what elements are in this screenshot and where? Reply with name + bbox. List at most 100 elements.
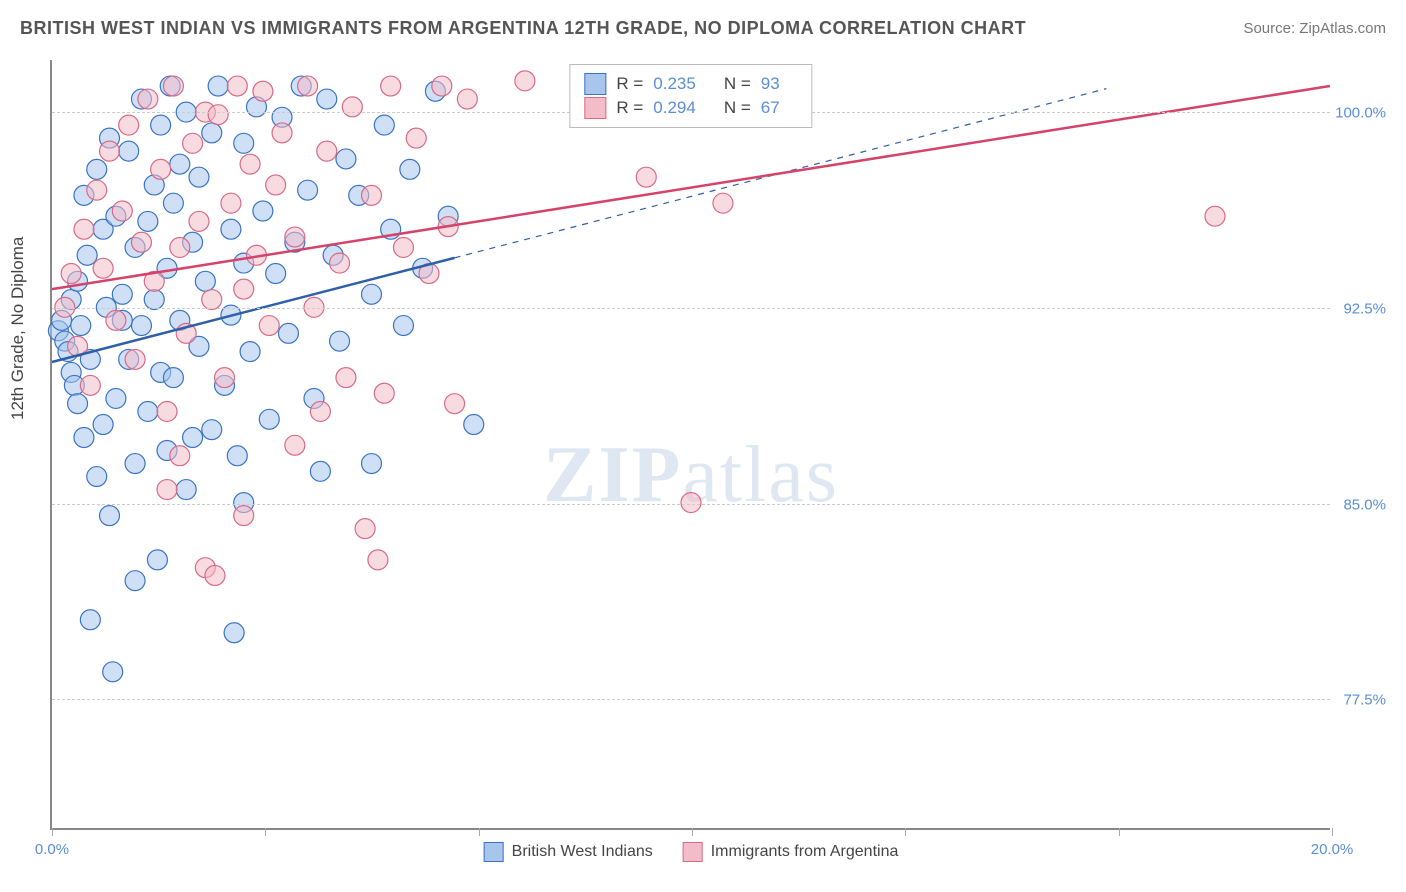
scatter-point (368, 550, 388, 570)
y-tick-label: 77.5% (1334, 692, 1386, 709)
n-label: N = (724, 74, 751, 94)
scatter-point (393, 316, 413, 336)
scatter-point (100, 141, 120, 161)
scatter-point (240, 342, 260, 362)
r-label: R = (616, 74, 643, 94)
scatter-point (336, 149, 356, 169)
scatter-point (515, 71, 535, 91)
scatter-point (234, 506, 254, 526)
correlation-legend: R = 0.235 N = 93 R = 0.294 N = 67 (569, 64, 812, 128)
x-tick (52, 828, 53, 836)
legend-row-series-b: R = 0.294 N = 67 (584, 97, 797, 119)
scatter-point (362, 454, 382, 474)
y-tick-label: 85.0% (1334, 496, 1386, 513)
scatter-point (310, 461, 330, 481)
scatter-point (208, 76, 228, 96)
scatter-point (163, 368, 183, 388)
scatter-point (227, 76, 247, 96)
scatter-point (80, 375, 100, 395)
scatter-point (215, 368, 235, 388)
scatter-point (464, 415, 484, 435)
scatter-point (131, 316, 151, 336)
scatter-point (125, 349, 145, 369)
x-tick (905, 828, 906, 836)
scatter-point (138, 211, 158, 231)
scatter-point (636, 167, 656, 187)
scatter-point (253, 81, 273, 101)
gridline: 85.0% (52, 504, 1330, 505)
scatter-point (381, 76, 401, 96)
scatter-point (151, 115, 171, 135)
scatter-point (393, 237, 413, 257)
scatter-point (681, 493, 701, 513)
scatter-point (125, 571, 145, 591)
scatter-point (68, 394, 88, 414)
legend-swatch-a (584, 73, 606, 95)
x-tick (692, 828, 693, 836)
scatter-point (157, 401, 177, 421)
scatter-point (259, 409, 279, 429)
scatter-point (234, 133, 254, 153)
y-tick-label: 92.5% (1334, 300, 1386, 317)
scatter-point (221, 193, 241, 213)
scatter-point (112, 284, 132, 304)
legend-item-b: Immigrants from Argentina (683, 842, 899, 862)
scatter-point (100, 506, 120, 526)
plot-area: ZIPatlas 77.5%85.0%92.5%100.0% 0.0%20.0%… (50, 60, 1330, 830)
scatter-point (336, 368, 356, 388)
scatter-point (74, 219, 94, 239)
scatter-point (362, 185, 382, 205)
scatter-point (170, 237, 190, 257)
scatter-point (144, 290, 164, 310)
scatter-point (285, 227, 305, 247)
scatter-point (77, 245, 97, 265)
x-tick (479, 828, 480, 836)
scatter-point (138, 89, 158, 109)
scatter-point (362, 284, 382, 304)
scatter-svg (52, 60, 1330, 828)
r-value-b: 0.294 (653, 98, 696, 118)
gridline: 92.5% (52, 308, 1330, 309)
scatter-point (374, 383, 394, 403)
scatter-point (131, 232, 151, 252)
x-tick-label: 0.0% (35, 841, 69, 858)
legend-swatch-icon (683, 842, 703, 862)
chart-title: BRITISH WEST INDIAN VS IMMIGRANTS FROM A… (20, 18, 1026, 39)
scatter-point (93, 258, 113, 278)
scatter-point (355, 519, 375, 539)
scatter-point (202, 290, 222, 310)
scatter-point (147, 550, 167, 570)
scatter-point (183, 428, 203, 448)
header-row: BRITISH WEST INDIAN VS IMMIGRANTS FROM A… (0, 0, 1406, 39)
scatter-point (74, 428, 94, 448)
scatter-point (119, 141, 139, 161)
scatter-point (240, 154, 260, 174)
scatter-point (189, 167, 209, 187)
scatter-point (278, 323, 298, 343)
scatter-point (87, 159, 107, 179)
scatter-point (298, 180, 318, 200)
scatter-point (1205, 206, 1225, 226)
scatter-point (330, 253, 350, 273)
scatter-point (87, 180, 107, 200)
legend-label-a: British West Indians (512, 843, 653, 861)
scatter-point (406, 128, 426, 148)
scatter-point (71, 316, 91, 336)
n-label: N = (724, 98, 751, 118)
scatter-point (170, 446, 190, 466)
legend-swatch-b (584, 97, 606, 119)
scatter-point (112, 201, 132, 221)
scatter-point (106, 388, 126, 408)
scatter-point (183, 133, 203, 153)
scatter-point (202, 420, 222, 440)
legend-label-b: Immigrants from Argentina (711, 843, 899, 861)
scatter-point (205, 565, 225, 585)
scatter-point (272, 123, 292, 143)
scatter-point (432, 76, 452, 96)
scatter-point (106, 310, 126, 330)
scatter-point (176, 480, 196, 500)
scatter-point (713, 193, 733, 213)
y-tick-label: 100.0% (1334, 105, 1386, 122)
scatter-point (61, 264, 81, 284)
source-attribution: Source: ZipAtlas.com (1243, 20, 1386, 37)
